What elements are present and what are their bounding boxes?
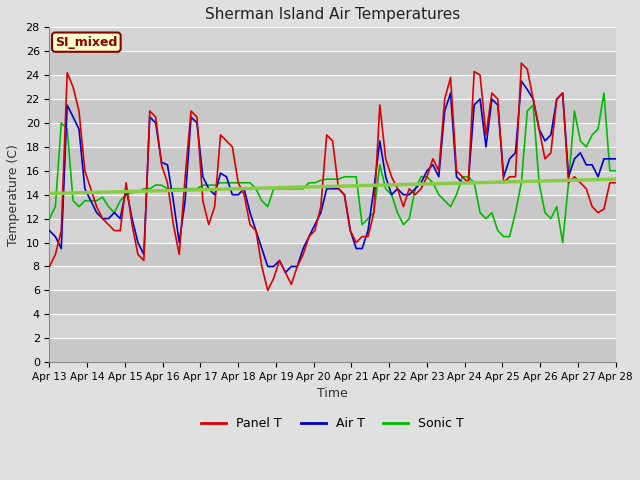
Bar [49, 99, 616, 123]
Bar [49, 147, 616, 171]
Bar [49, 242, 616, 266]
Bar [49, 290, 616, 314]
Bar [49, 195, 616, 218]
Bar [49, 338, 616, 362]
Legend: Panel T, Air T, Sonic T: Panel T, Air T, Sonic T [196, 412, 469, 435]
Title: Sherman Island Air Temperatures: Sherman Island Air Temperatures [205, 7, 460, 22]
Bar [49, 51, 616, 75]
X-axis label: Time: Time [317, 387, 348, 400]
Text: SI_mixed: SI_mixed [55, 36, 118, 48]
Y-axis label: Temperature (C): Temperature (C) [7, 144, 20, 246]
